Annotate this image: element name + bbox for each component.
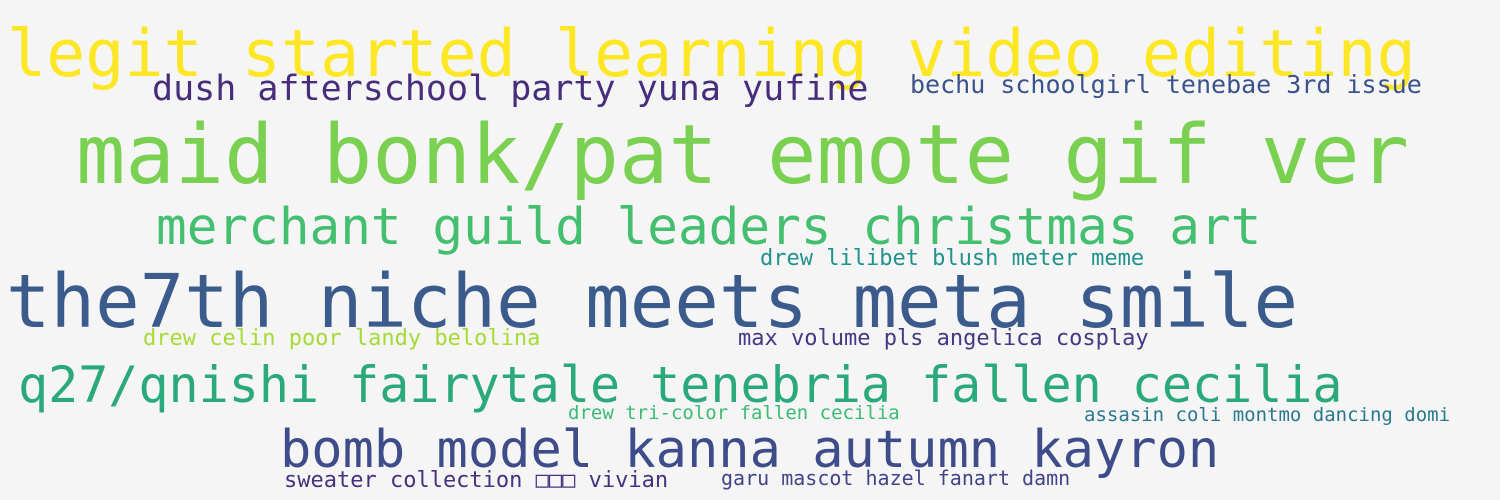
word-bechu-schoolgirl-tenebae-3rd-issue: bechu schoolgirl tenebae 3rd issue (910, 70, 1422, 99)
word-max-volume-pls-angelica-cosplay: max volume pls angelica cosplay (738, 326, 1149, 351)
word-drew-tri-color-fallen-cecilia: drew tri-color fallen cecilia (568, 402, 900, 424)
word-merchant-guild-leaders-christmas-art: merchant guild leaders christmas art (156, 198, 1262, 257)
word-drew-lilibet-blush-meter-meme: drew lilibet blush meter meme (760, 246, 1145, 271)
word-q27-qnishi-fairytale-tenebria-fallen-cecilia: q27/qnishi fairytale tenebria fallen cec… (18, 356, 1343, 414)
word-assasin-coli-montmo-dancing-domi: assasin coli montmo dancing domi (1084, 404, 1451, 426)
word-dush-afterschool-party-yuna-yufine: dush afterschool party yuna yufine (152, 69, 869, 109)
word-drew-celin-poor-landy-belolina: drew celin poor landy belolina (143, 326, 541, 351)
word-bomb-model-kanna-autumn-kayron: bomb model kanna autumn kayron (280, 420, 1220, 480)
word-garu-mascot-hazel-fanart-damn: garu mascot hazel fanart damn (721, 466, 1071, 490)
word-the7th-niche-meets-meta-smile: the7th niche meets meta smile (6, 259, 1299, 345)
word-maid-bonk-pat-emote-gif-ver: maid bonk/pat emote gif ver (76, 108, 1409, 203)
word-sweater-collection-vivian: sweater collection □□□ vivian (284, 468, 669, 493)
word-legit-started-learning-video-editing: legit started learning video editing (7, 17, 1416, 92)
